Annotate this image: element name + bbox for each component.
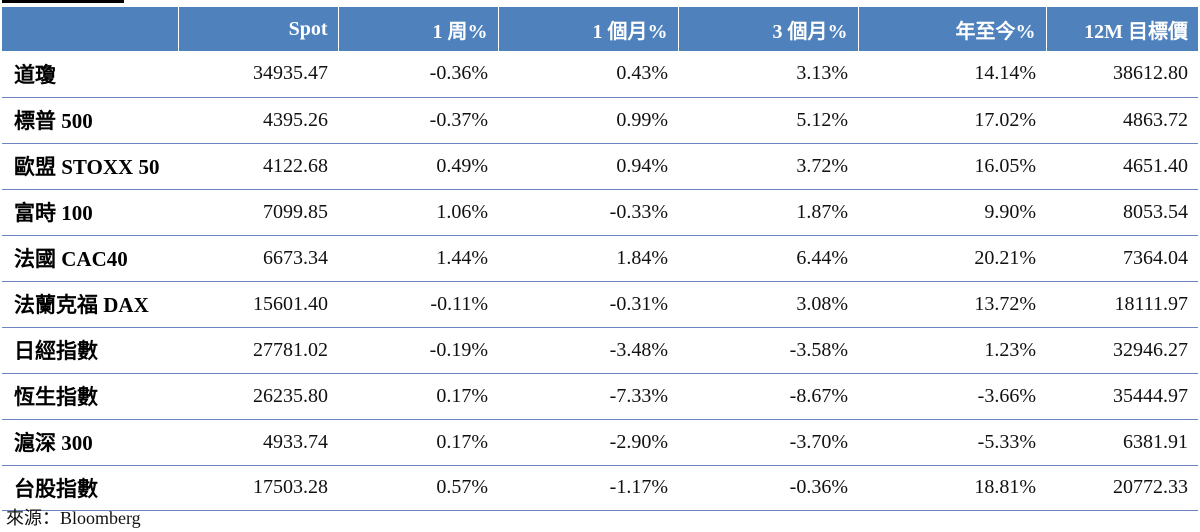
- cell-spot: 26235.80: [178, 373, 338, 420]
- cell-12m-target: 6381.91: [1046, 419, 1198, 466]
- table-row: 日經指數 27781.02 -0.19% -3.48% -3.58% 1.23%…: [2, 327, 1198, 374]
- cell-1-week: -0.19%: [338, 327, 498, 374]
- cell-3-month: 1.87%: [678, 189, 858, 236]
- cell-spot: 4933.74: [178, 419, 338, 466]
- table-row: 台股指數 17503.28 0.57% -1.17% -0.36% 18.81%…: [2, 465, 1198, 511]
- cell-ytd: 17.02%: [858, 97, 1046, 144]
- cell-3-month: 3.13%: [678, 51, 858, 98]
- cell-3-month: -0.36%: [678, 465, 858, 511]
- cell-12m-target: 7364.04: [1046, 235, 1198, 282]
- cell-ytd: 20.21%: [858, 235, 1046, 282]
- cell-spot: 7099.85: [178, 189, 338, 236]
- cell-1-week: 0.17%: [338, 419, 498, 466]
- cell-1-month: -7.33%: [498, 373, 678, 420]
- row-label: 標普 500: [2, 97, 178, 144]
- cell-ytd: 9.90%: [858, 189, 1046, 236]
- table-row: 恆生指數 26235.80 0.17% -7.33% -8.67% -3.66%…: [2, 373, 1198, 420]
- cell-1-week: -0.11%: [338, 281, 498, 328]
- cell-12m-target: 4651.40: [1046, 143, 1198, 190]
- cell-ytd: 16.05%: [858, 143, 1046, 190]
- cell-12m-target: 4863.72: [1046, 97, 1198, 144]
- cell-spot: 15601.40: [178, 281, 338, 328]
- cell-1-week: 1.06%: [338, 189, 498, 236]
- cell-3-month: -8.67%: [678, 373, 858, 420]
- header-12m-target: 12M 目標價: [1045, 7, 1198, 51]
- row-label: 滬深 300: [2, 419, 178, 466]
- header-1-month: 1 個月%: [497, 7, 678, 51]
- header-1-week: 1 周%: [337, 7, 498, 51]
- table-row: 歐盟 STOXX 50 4122.68 0.49% 0.94% 3.72% 16…: [2, 143, 1198, 190]
- cell-1-month: -0.31%: [498, 281, 678, 328]
- cell-ytd: 13.72%: [858, 281, 1046, 328]
- row-label: 歐盟 STOXX 50: [2, 143, 178, 190]
- cell-3-month: 3.72%: [678, 143, 858, 190]
- table-row: 富時 100 7099.85 1.06% -0.33% 1.87% 9.90% …: [2, 189, 1198, 236]
- header-3-month: 3 個月%: [677, 7, 858, 51]
- row-label: 日經指數: [2, 327, 178, 374]
- row-label: 法國 CAC40: [2, 235, 178, 282]
- table-row: 法國 CAC40 6673.34 1.44% 1.84% 6.44% 20.21…: [2, 235, 1198, 282]
- cell-1-month: -2.90%: [498, 419, 678, 466]
- cell-12m-target: 32946.27: [1046, 327, 1198, 374]
- cell-1-month: 0.99%: [498, 97, 678, 144]
- index-performance-table-container: Spot 1 周% 1 個月% 3 個月% 年至今% 12M 目標價 道瓊 34…: [2, 7, 1198, 511]
- cell-1-month: -0.33%: [498, 189, 678, 236]
- cell-ytd: 14.14%: [858, 51, 1046, 98]
- header-ytd: 年至今%: [857, 7, 1046, 51]
- cell-spot: 4122.68: [178, 143, 338, 190]
- cell-1-week: 0.57%: [338, 465, 498, 511]
- cell-spot: 27781.02: [178, 327, 338, 374]
- cell-1-month: 0.43%: [498, 51, 678, 98]
- header-spot: Spot: [177, 7, 338, 51]
- index-performance-table: Spot 1 周% 1 個月% 3 個月% 年至今% 12M 目標價 道瓊 34…: [2, 7, 1198, 511]
- row-label: 台股指數: [2, 465, 178, 511]
- header-index: [2, 7, 178, 51]
- cell-3-month: 6.44%: [678, 235, 858, 282]
- cell-12m-target: 8053.54: [1046, 189, 1198, 236]
- cell-3-month: 3.08%: [678, 281, 858, 328]
- cell-12m-target: 38612.80: [1046, 51, 1198, 98]
- cell-ytd: 1.23%: [858, 327, 1046, 374]
- cell-12m-target: 18111.97: [1046, 281, 1198, 328]
- cell-spot: 4395.26: [178, 97, 338, 144]
- table-row: 法蘭克福 DAX 15601.40 -0.11% -0.31% 3.08% 13…: [2, 281, 1198, 328]
- cell-spot: 17503.28: [178, 465, 338, 511]
- cell-1-week: 1.44%: [338, 235, 498, 282]
- cell-3-month: -3.58%: [678, 327, 858, 374]
- row-label: 道瓊: [2, 51, 178, 98]
- table-header-row: Spot 1 周% 1 個月% 3 個月% 年至今% 12M 目標價: [2, 7, 1198, 51]
- cell-1-month: 0.94%: [498, 143, 678, 190]
- cell-ytd: -3.66%: [858, 373, 1046, 420]
- cell-spot: 34935.47: [178, 51, 338, 98]
- table-row: 滬深 300 4933.74 0.17% -2.90% -3.70% -5.33…: [2, 419, 1198, 466]
- cell-1-week: 0.49%: [338, 143, 498, 190]
- table-row: 道瓊 34935.47 -0.36% 0.43% 3.13% 14.14% 38…: [2, 51, 1198, 98]
- cell-1-month: -3.48%: [498, 327, 678, 374]
- row-label: 恆生指數: [2, 373, 178, 420]
- row-label: 富時 100: [2, 189, 178, 236]
- cell-1-week: -0.36%: [338, 51, 498, 98]
- table-row: 標普 500 4395.26 -0.37% 0.99% 5.12% 17.02%…: [2, 97, 1198, 144]
- top-divider: [2, 0, 124, 3]
- cell-3-month: -3.70%: [678, 419, 858, 466]
- source-note: 來源：Bloomberg: [6, 508, 141, 528]
- cell-12m-target: 35444.97: [1046, 373, 1198, 420]
- cell-1-week: 0.17%: [338, 373, 498, 420]
- row-label: 法蘭克福 DAX: [2, 281, 178, 328]
- cell-1-week: -0.37%: [338, 97, 498, 144]
- cell-ytd: -5.33%: [858, 419, 1046, 466]
- cell-1-month: 1.84%: [498, 235, 678, 282]
- cell-3-month: 5.12%: [678, 97, 858, 144]
- cell-ytd: 18.81%: [858, 465, 1046, 511]
- cell-spot: 6673.34: [178, 235, 338, 282]
- cell-12m-target: 20772.33: [1046, 465, 1198, 511]
- cell-1-month: -1.17%: [498, 465, 678, 511]
